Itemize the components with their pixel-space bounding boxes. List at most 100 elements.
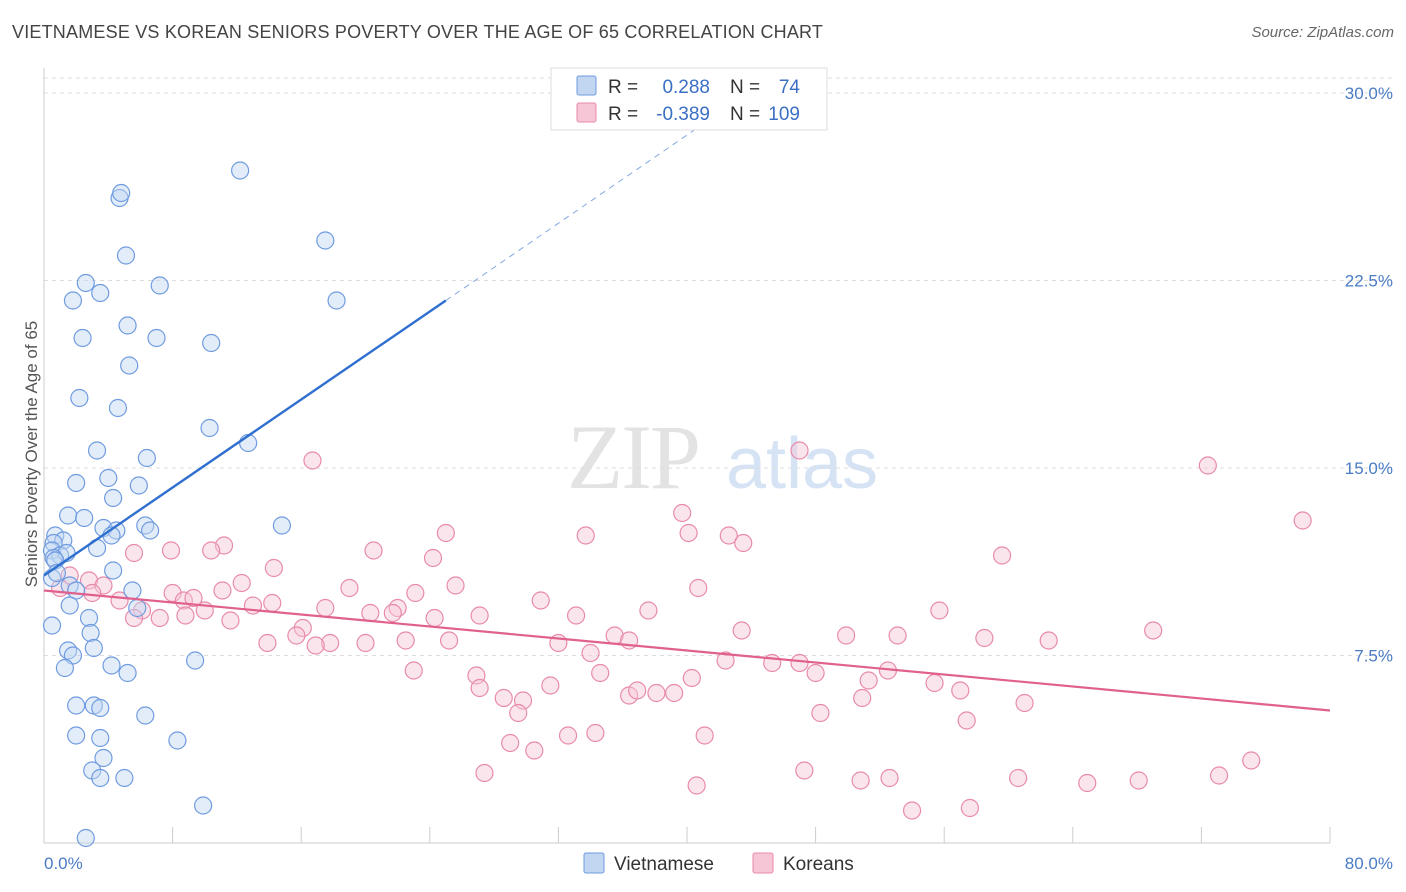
- vietnamese-point-19: [87, 441, 107, 460]
- korean-point-54: [888, 626, 907, 645]
- korean-point-44: [176, 606, 195, 625]
- korean-point-31: [184, 588, 203, 608]
- vietnamese-point-69: [115, 768, 134, 788]
- korean-point-35: [316, 598, 335, 618]
- y-tick-label-0: 7.5%: [1354, 647, 1393, 666]
- korean-point-16: [423, 548, 443, 568]
- korean-point-22: [83, 583, 102, 603]
- vietnamese-point-64: [67, 726, 86, 745]
- korean-point-25: [446, 576, 465, 595]
- korean-point-102: [880, 768, 899, 788]
- korean-point-19: [213, 581, 232, 600]
- korean-point-50: [470, 606, 489, 625]
- korean-point-89: [853, 688, 872, 708]
- bottom-legend-label-vietnamese: Vietnamese: [614, 854, 714, 875]
- vietnamese-point-26: [75, 508, 94, 528]
- korean-point-109: [960, 798, 980, 818]
- vietnamese-point-13: [202, 333, 221, 353]
- vietnamese-point-0: [231, 161, 250, 180]
- korean-point-27: [689, 578, 708, 598]
- korean-point-82: [470, 678, 489, 698]
- legend-n-label-korean: N =: [730, 104, 760, 125]
- legend-r-label-korean: R =: [608, 104, 638, 125]
- vietnamese-point-56: [186, 651, 205, 670]
- korean-point-32: [531, 591, 550, 610]
- korean-point-48: [930, 601, 949, 620]
- vietnamese-point-70: [91, 768, 110, 788]
- vietnamese-point-21: [99, 468, 118, 488]
- legend: R = 0.288 N = 74 R = -0.389 N = 109: [550, 67, 828, 131]
- vietnamese-trend-line: [43, 299, 447, 577]
- vietnamese-point-72: [76, 828, 95, 848]
- korean-point-108: [902, 801, 922, 820]
- korean-point-45: [221, 611, 240, 630]
- korean-point-2: [1198, 456, 1217, 475]
- vietnamese-point-23: [129, 476, 148, 495]
- korean-point-67: [306, 636, 325, 655]
- vietnamese-points: [42, 161, 346, 848]
- korean-point-46: [293, 618, 312, 638]
- vietnamese-point-4: [116, 246, 136, 265]
- korean-point-7: [679, 523, 698, 543]
- korean-point-28: [406, 583, 425, 603]
- bottom-legend-label-korean: Koreans: [783, 854, 854, 875]
- korean-point-74: [859, 671, 878, 690]
- legend-n-value-vietnamese: 74: [779, 77, 801, 98]
- korean-point-4: [673, 503, 692, 523]
- korean-point-96: [695, 726, 714, 745]
- bottom-legend: Vietnamese Koreans: [583, 852, 854, 875]
- korean-point-103: [1009, 768, 1028, 788]
- korean-point-88: [665, 683, 684, 703]
- vietnamese-point-63: [136, 706, 155, 725]
- korean-point-80: [591, 663, 610, 683]
- vietnamese-point-10: [118, 316, 137, 335]
- korean-point-62: [439, 631, 459, 650]
- x-ticks: [172, 827, 1331, 843]
- korean-point-26: [340, 578, 359, 598]
- korean-point-69: [716, 651, 735, 670]
- korean-point-100: [687, 776, 706, 795]
- korean-point-52: [732, 621, 751, 640]
- legend-swatch-vietnamese: [576, 75, 597, 96]
- vietnamese-point-25: [59, 506, 78, 525]
- korean-point-6: [576, 526, 595, 545]
- vietnamese-point-48: [60, 596, 79, 615]
- y-tick-labels: 7.5% 15.0% 22.5% 30.0%: [1345, 84, 1393, 666]
- korean-point-47: [383, 603, 402, 623]
- korean-point-13: [124, 543, 144, 563]
- legend-r-value-vietnamese: 0.288: [662, 77, 710, 98]
- watermark-zip: ZIP: [567, 406, 699, 508]
- korean-point-56: [1039, 631, 1058, 650]
- y-tick-label-2: 22.5%: [1345, 272, 1393, 291]
- y-tick-label-3: 30.0%: [1345, 84, 1393, 103]
- vietnamese-point-14: [120, 356, 139, 375]
- korean-point-34: [263, 593, 282, 613]
- korean-point-59: [321, 633, 340, 653]
- vietnamese-point-52: [81, 623, 100, 643]
- korean-point-93: [509, 703, 528, 723]
- korean-point-101: [851, 771, 870, 790]
- korean-point-40: [361, 603, 380, 623]
- vietnamese-point-2: [112, 183, 131, 203]
- korean-point-94: [558, 726, 578, 745]
- vietnamese-point-59: [55, 658, 74, 678]
- vietnamese-point-20: [137, 448, 156, 468]
- vietnamese-point-15: [70, 388, 89, 408]
- korean-point-77: [404, 661, 423, 680]
- vietnamese-point-50: [128, 598, 147, 618]
- legend-r-label-vietnamese: R =: [608, 77, 638, 98]
- korean-points: [50, 441, 1312, 820]
- korean-point-73: [806, 663, 825, 683]
- legend-n-label-vietnamese: N =: [730, 77, 760, 98]
- source-label: Source: ZipAtlas.com: [1251, 24, 1394, 41]
- vietnamese-point-12: [147, 328, 166, 348]
- korean-point-36: [388, 598, 407, 618]
- legend-frame: [550, 67, 828, 131]
- korean-point-95: [586, 723, 605, 743]
- korean-point-92: [957, 711, 976, 730]
- vietnamese-point-6: [76, 273, 95, 293]
- korean-point-49: [425, 608, 444, 628]
- korean-point-60: [396, 631, 415, 650]
- korean-point-110: [795, 761, 814, 780]
- vietnamese-point-17: [200, 418, 219, 438]
